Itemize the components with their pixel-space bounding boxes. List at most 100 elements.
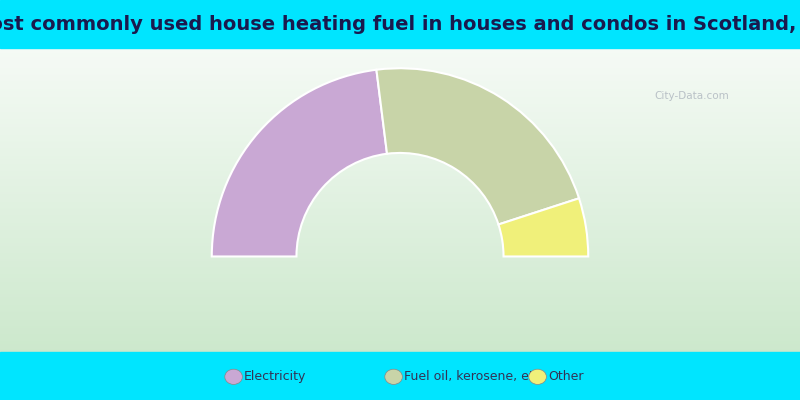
Text: City-Data.com: City-Data.com	[654, 91, 730, 101]
Bar	[0, 94, 800, 95]
Bar	[0, 104, 800, 106]
Bar	[0, 52, 800, 54]
Bar	[0, 106, 800, 107]
Bar	[0, 288, 800, 290]
Bar	[0, 98, 800, 100]
Bar	[0, 116, 800, 118]
Bar	[0, 103, 800, 104]
Bar	[0, 60, 800, 62]
Bar	[0, 127, 800, 128]
Bar	[0, 337, 800, 338]
Bar	[0, 136, 800, 138]
Bar	[0, 322, 800, 323]
Bar	[0, 344, 800, 346]
Bar	[0, 90, 800, 92]
Bar	[0, 126, 800, 127]
Bar	[0, 160, 800, 162]
Bar	[0, 224, 800, 226]
Bar	[0, 177, 800, 179]
Bar	[0, 273, 800, 274]
Bar	[0, 183, 800, 185]
Bar	[0, 139, 800, 141]
Bar	[0, 211, 800, 212]
Bar	[0, 316, 800, 317]
Bar	[0, 80, 800, 82]
Bar	[0, 303, 800, 305]
Bar	[0, 144, 800, 145]
Bar	[0, 84, 800, 86]
Bar	[0, 200, 800, 202]
Bar	[0, 208, 800, 209]
Bar	[0, 132, 800, 133]
Bar	[0, 202, 800, 203]
Bar	[0, 256, 800, 258]
Bar	[0, 242, 800, 244]
Ellipse shape	[385, 369, 402, 384]
Bar	[0, 120, 800, 121]
Bar	[0, 335, 800, 337]
Bar	[0, 203, 800, 204]
Bar	[0, 130, 800, 132]
Bar	[0, 171, 800, 173]
Bar	[0, 198, 800, 200]
Bar	[0, 249, 800, 250]
Bar	[0, 223, 800, 224]
Bar	[0, 230, 800, 232]
Bar	[0, 51, 800, 52]
Bar	[0, 253, 800, 255]
Bar	[0, 206, 800, 208]
Bar	[0, 352, 800, 400]
Bar	[0, 141, 800, 142]
Bar	[0, 334, 800, 335]
Bar	[0, 158, 800, 159]
Bar	[0, 135, 800, 136]
Bar	[0, 209, 800, 211]
Bar	[0, 188, 800, 189]
Bar	[0, 168, 800, 170]
Bar	[0, 264, 800, 265]
Bar	[0, 325, 800, 326]
Bar	[0, 218, 800, 220]
Bar	[0, 82, 800, 83]
Bar	[0, 282, 800, 284]
Bar	[0, 185, 800, 186]
Text: Fuel oil, kerosene, etc.: Fuel oil, kerosene, etc.	[404, 370, 545, 383]
Bar	[0, 71, 800, 72]
Bar	[0, 306, 800, 308]
Bar	[0, 240, 800, 241]
Bar	[0, 244, 800, 246]
Bar	[0, 145, 800, 147]
Bar	[0, 291, 800, 293]
Bar	[0, 299, 800, 300]
Bar	[0, 170, 800, 171]
Bar	[0, 323, 800, 325]
Bar	[0, 180, 800, 182]
Bar	[0, 77, 800, 78]
Bar	[0, 159, 800, 160]
Bar	[0, 267, 800, 268]
Bar	[0, 138, 800, 139]
Bar	[0, 65, 800, 66]
Ellipse shape	[529, 369, 546, 384]
Bar	[0, 279, 800, 280]
Bar	[0, 229, 800, 230]
Bar	[0, 189, 800, 191]
Bar	[0, 66, 800, 68]
Bar	[0, 74, 800, 75]
Bar	[0, 326, 800, 328]
Bar	[0, 328, 800, 329]
Bar	[0, 317, 800, 318]
Bar	[0, 182, 800, 183]
Bar	[0, 100, 800, 101]
Bar	[0, 194, 800, 196]
Bar	[0, 234, 800, 235]
Bar	[0, 164, 800, 165]
Bar	[0, 247, 800, 249]
Bar	[0, 241, 800, 242]
Bar	[0, 274, 800, 276]
Bar	[0, 48, 800, 50]
Bar	[0, 176, 800, 177]
Bar	[0, 97, 800, 98]
Bar	[0, 78, 800, 80]
Bar	[0, 297, 800, 299]
